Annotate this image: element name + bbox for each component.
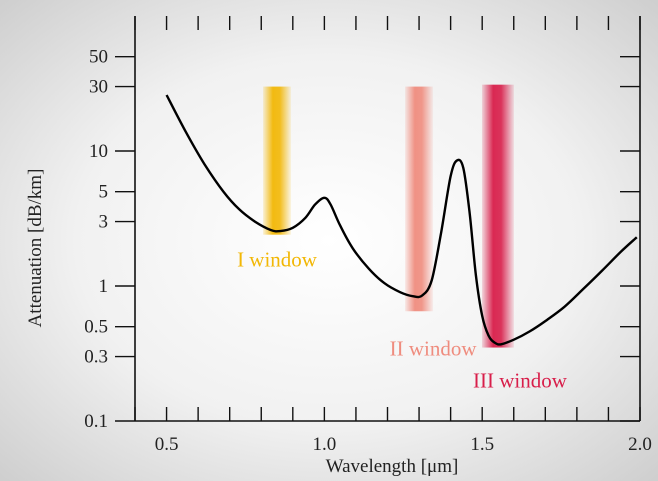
window-label-2: II window (390, 336, 478, 360)
window-label-1: I window (237, 248, 318, 272)
attenuation-curve (165, 94, 638, 346)
y-tick-label: 0.3 (84, 347, 108, 368)
y-tick-label: 0.5 (84, 317, 108, 338)
y-tick-label: 3 (99, 212, 109, 233)
y-tick-label: 50 (89, 47, 108, 68)
window-band-1 (263, 86, 292, 235)
y-tick-label: 1 (99, 276, 109, 297)
window-label-3: III window (473, 369, 568, 393)
x-tick-label: 2.0 (628, 434, 652, 455)
x-axis-ticks: 0.5 1.0 1.5 2.0 (134, 16, 652, 455)
attenuation-curve-group (165, 94, 638, 346)
y-tick-label: 30 (89, 77, 108, 98)
x-axis-title: Wavelength [μm] (326, 456, 459, 477)
x-tick-label: 1.5 (470, 434, 494, 455)
x-tick-label: 0.5 (155, 434, 179, 455)
y-tick-label: 0.1 (84, 411, 108, 432)
y-tick-label: 5 (99, 182, 109, 203)
y-axis-title: Attenuation [dB/km] (25, 169, 46, 328)
window-band-3 (481, 84, 514, 348)
y-axis-ticks: 0.1 0.3 0.5 1 3 5 10 30 50 (84, 47, 640, 432)
y-tick-label: 10 (89, 141, 108, 162)
x-tick-label: 1.0 (313, 434, 337, 455)
window-labels: I window II window III window (237, 248, 568, 393)
window-bands (263, 84, 514, 348)
window-band-2 (405, 86, 434, 312)
